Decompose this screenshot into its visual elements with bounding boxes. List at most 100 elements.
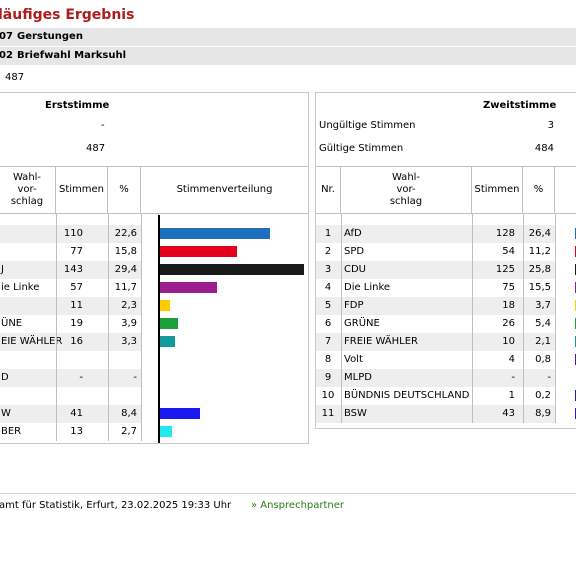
region-name: Gerstungen bbox=[17, 31, 83, 42]
col-stimmen: Stimmen bbox=[472, 167, 523, 213]
votes-value: 75 bbox=[502, 282, 515, 293]
percent-value: 22,6 bbox=[114, 228, 137, 239]
table-row: ie Linke 57 11,7 bbox=[0, 279, 141, 297]
region-bar-district: 02 Briefwahl Marksuhl bbox=[0, 47, 576, 65]
percent-value: 2,1 bbox=[535, 336, 551, 347]
party-name: BSW bbox=[344, 408, 367, 419]
percent-value: 15,8 bbox=[114, 246, 137, 257]
column-divider bbox=[108, 213, 109, 441]
table-row: W 41 8,4 bbox=[0, 405, 141, 423]
votes-value: 57 bbox=[70, 282, 83, 293]
valid-votes-value: 484 bbox=[534, 143, 554, 154]
table-row: EIE WÄHLER 16 3,3 bbox=[0, 333, 141, 351]
erststimme-title: Erststimme bbox=[45, 100, 110, 111]
erststimme-valid-value: 487 bbox=[86, 143, 106, 154]
table-row: 6 GRÜNE 26 5,4 bbox=[316, 315, 555, 333]
party-name: SPD bbox=[344, 246, 365, 257]
party-number: 8 bbox=[324, 354, 332, 365]
table-row: D-- bbox=[0, 369, 141, 387]
col-wahlvorschlag: Wahl- vor- schlag bbox=[341, 167, 472, 213]
column-divider bbox=[141, 213, 142, 441]
col-stimmenverteilung: Stimmenverteilung bbox=[176, 184, 273, 195]
party-number: 9 bbox=[324, 372, 332, 383]
zweitstimme-title: Zweitstimme bbox=[483, 100, 557, 111]
votes-value: 43 bbox=[502, 408, 515, 419]
vote-share-bar bbox=[159, 318, 178, 329]
percent-value: 2,3 bbox=[121, 300, 137, 311]
votes-value: 41 bbox=[70, 408, 83, 419]
table-row: J 143 29,4 bbox=[0, 261, 141, 279]
region-bar-municipality: 07 Gerstungen bbox=[0, 28, 576, 46]
table-row: 11 BSW 43 8,9 bbox=[316, 405, 555, 423]
percent-value: 3,3 bbox=[121, 336, 137, 347]
table-row: 10 BÜNDNIS DEUTSCHLAND 1 0,2 bbox=[316, 387, 555, 405]
col-wahlvorschlag: Wahl- vor- schlag bbox=[0, 167, 56, 213]
table-row: 8 Volt 4 0,8 bbox=[316, 351, 555, 369]
zweitstimme-table-header: Nr. Wahl- vor- schlag Stimmen % bbox=[316, 166, 576, 214]
table-row: 4 Die Linke 75 15,5 bbox=[316, 279, 555, 297]
column-divider bbox=[555, 213, 556, 423]
votes-value: 1 bbox=[508, 390, 515, 401]
votes-value: 26 bbox=[502, 318, 515, 329]
percent-value: 3,9 bbox=[121, 318, 137, 329]
party-number: 6 bbox=[324, 318, 332, 329]
party-name: Die Linke bbox=[344, 282, 391, 293]
votes-value: 4 bbox=[508, 354, 515, 365]
percent-value: 2,7 bbox=[121, 426, 137, 437]
percent-value: 25,8 bbox=[528, 264, 551, 275]
vote-share-bar bbox=[159, 228, 270, 239]
party-name: BÜNDNIS DEUTSCHLAND bbox=[344, 390, 470, 401]
table-row: 5 FDP 18 3,7 bbox=[316, 297, 555, 315]
table-row: BER 13 2,7 bbox=[0, 423, 141, 441]
votes-value: 13 bbox=[70, 426, 83, 437]
contact-link[interactable]: » Ansprechpartner bbox=[251, 500, 345, 511]
party-name: CDU bbox=[344, 264, 367, 275]
percent-value: - bbox=[133, 372, 137, 383]
votes-value: 18 bbox=[502, 300, 515, 311]
votes-value: 54 bbox=[502, 246, 515, 257]
col-verteilung bbox=[555, 167, 576, 213]
party-name: W bbox=[1, 408, 11, 419]
district-code: 02 bbox=[0, 50, 13, 61]
party-name: AfD bbox=[344, 228, 362, 239]
region-code: 07 bbox=[0, 31, 13, 42]
vote-share-bar bbox=[159, 264, 304, 275]
voters-value: 487 bbox=[5, 72, 25, 83]
chart-axis bbox=[158, 215, 160, 443]
valid-votes-label: Gültige Stimmen bbox=[319, 143, 404, 154]
votes-value: 128 bbox=[495, 228, 515, 239]
column-divider bbox=[341, 213, 342, 423]
party-name: EIE WÄHLER bbox=[1, 336, 63, 347]
vote-share-bar bbox=[159, 336, 175, 347]
table-row: 9 MLPD - - bbox=[316, 369, 555, 387]
party-name: Volt bbox=[344, 354, 363, 365]
party-number: 11 bbox=[321, 408, 335, 419]
votes-value: - bbox=[79, 372, 83, 383]
votes-value: 10 bbox=[502, 336, 515, 347]
invalid-votes-value: 3 bbox=[547, 120, 554, 131]
vote-share-bar bbox=[159, 300, 170, 311]
votes-value: 77 bbox=[70, 246, 83, 257]
district-name: Briefwahl Marksuhl bbox=[17, 50, 127, 61]
erststimme-invalid-value: - bbox=[101, 120, 105, 131]
table-row: 110 22,6 bbox=[0, 225, 141, 243]
percent-value: 29,4 bbox=[114, 264, 137, 275]
votes-value: - bbox=[511, 372, 515, 383]
party-number: 7 bbox=[324, 336, 332, 347]
party-name: ÜNE bbox=[1, 318, 23, 329]
party-name: FDP bbox=[344, 300, 364, 311]
percent-value: 5,4 bbox=[535, 318, 551, 329]
column-divider bbox=[56, 213, 57, 441]
table-row: 77 15,8 bbox=[0, 243, 141, 261]
vote-share-bar bbox=[159, 408, 200, 419]
percent-value: 11,2 bbox=[528, 246, 551, 257]
votes-value: 110 bbox=[63, 228, 83, 239]
invalid-votes-label: Ungültige Stimmen bbox=[319, 120, 416, 131]
page-title: läufiges Ergebnis bbox=[0, 7, 135, 23]
party-number: 2 bbox=[324, 246, 332, 257]
column-divider bbox=[472, 213, 473, 423]
erststimme-table-header: Wahl- vor- schlag Stimmen % Stimmenverte… bbox=[0, 166, 308, 214]
percent-value: 26,4 bbox=[528, 228, 551, 239]
party-number: 10 bbox=[321, 390, 335, 401]
party-number: 3 bbox=[324, 264, 332, 275]
